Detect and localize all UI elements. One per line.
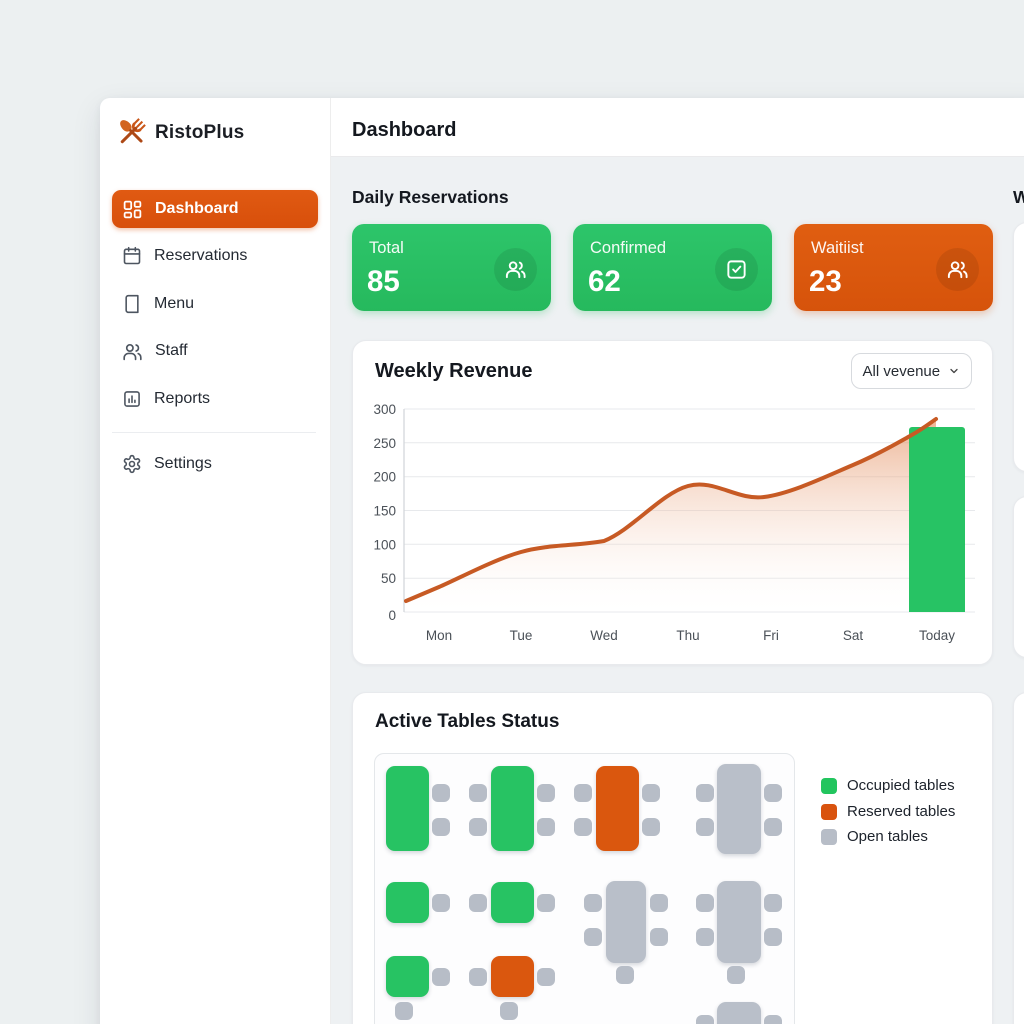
svg-text:Wed: Wed [590,628,618,643]
svg-text:Thu: Thu [676,628,699,643]
svg-text:150: 150 [373,504,396,519]
svg-text:300: 300 [373,402,396,417]
svg-text:0: 0 [388,608,396,623]
svg-text:200: 200 [373,470,396,485]
svg-text:Today: Today [919,628,955,643]
svg-text:Fri: Fri [763,628,779,643]
svg-text:250: 250 [373,436,396,451]
svg-text:Mon: Mon [426,628,452,643]
svg-text:Sat: Sat [843,628,864,643]
svg-text:Tue: Tue [510,628,533,643]
svg-text:50: 50 [381,571,396,586]
svg-text:100: 100 [373,537,396,552]
